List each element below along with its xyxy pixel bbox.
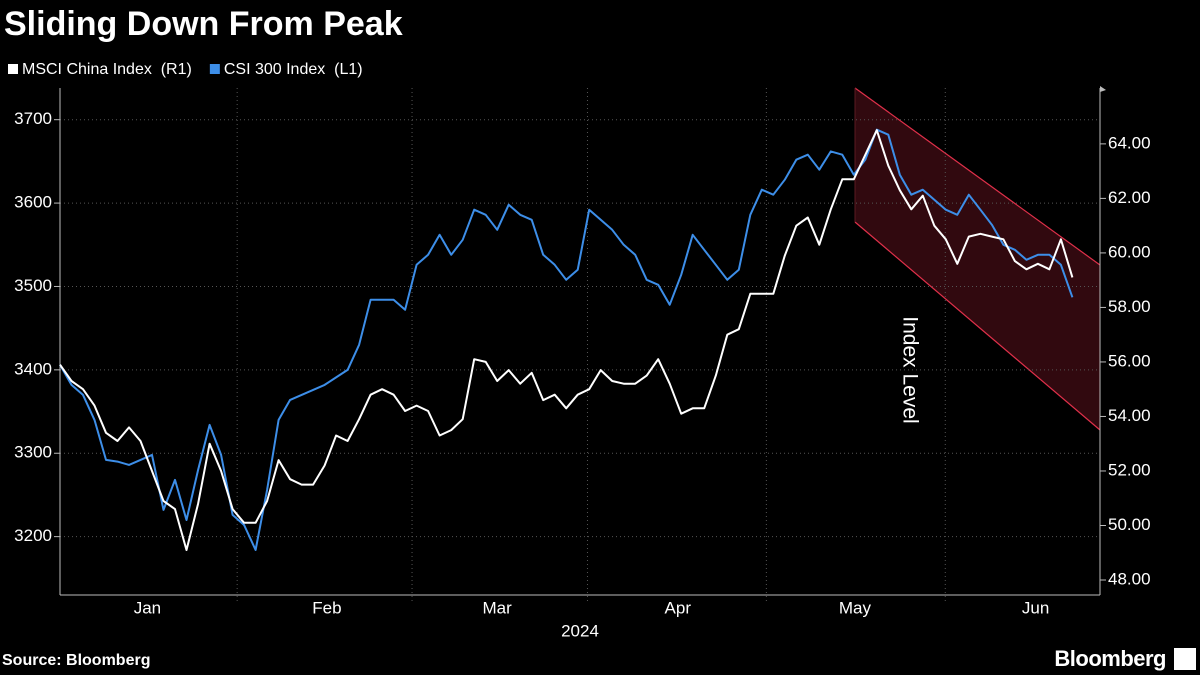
legend-label: CSI 300 Index (L1)	[224, 61, 363, 78]
chart-title: Sliding Down From Peak	[4, 5, 403, 43]
y2-axis-label: Index Level	[898, 316, 921, 423]
x-tick-label: Apr	[665, 598, 692, 617]
y2-tick-label: 64.00	[1108, 133, 1151, 152]
x-tick-label: Jan	[134, 598, 161, 617]
y2-tick-label: 56.00	[1108, 351, 1151, 370]
trend-channel	[855, 88, 1100, 430]
x-axis-label: 2024	[561, 621, 599, 640]
y-tick-label: 3600	[14, 193, 52, 212]
source: Source: Bloomberg	[2, 652, 150, 669]
x-tick-label: Feb	[312, 598, 341, 617]
series-line	[59, 129, 1074, 551]
x-tick-label: May	[839, 598, 872, 617]
channel-upper	[854, 87, 1101, 266]
brand: Bloomberg	[1054, 646, 1166, 671]
x-tick-label: Jun	[1022, 598, 1049, 617]
y-tick-label: 3400	[14, 359, 52, 378]
y2-tick-label: 54.00	[1108, 406, 1151, 425]
legend-swatch	[8, 64, 18, 74]
x-tick-label: Mar	[483, 598, 513, 617]
y2-tick-label: 52.00	[1108, 460, 1151, 479]
brand-icon	[1174, 648, 1196, 670]
y2-tick-label: 62.00	[1108, 188, 1151, 207]
y2-tick-label: 50.00	[1108, 515, 1151, 534]
y2-tick-label: 58.00	[1108, 297, 1151, 316]
y2-tick-label: 60.00	[1108, 242, 1151, 261]
y-tick-label: 3700	[14, 109, 52, 128]
y-tick-label: 3200	[14, 526, 52, 545]
legend-swatch	[209, 64, 220, 74]
legend-label: MSCI China Index (R1)	[22, 61, 192, 78]
y2-tick-label: 48.00	[1108, 569, 1151, 588]
y-tick-label: 3300	[14, 443, 52, 462]
channel-lower	[854, 221, 1101, 431]
y2-axis-arrow	[1100, 86, 1106, 92]
y-tick-label: 3500	[14, 276, 52, 295]
